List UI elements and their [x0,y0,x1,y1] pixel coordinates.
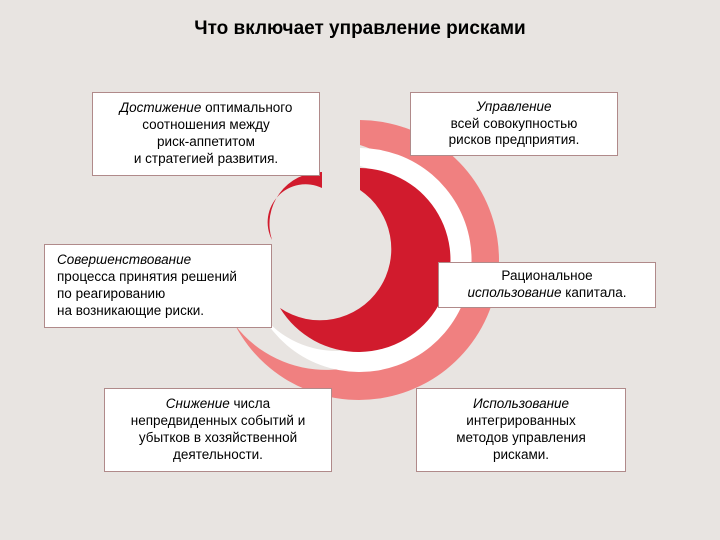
box-optimal-balance: Достижение оптимального соотношения межд… [92,92,320,176]
box-text: Совершенствование процесса принятия реше… [57,252,263,320]
box-text: Рациональное использование капитала. [447,268,647,302]
box-integrated-methods: Использование интегрированных методов уп… [416,388,626,472]
line: и стратегией развития. [134,151,278,166]
line: непредвиденных событий и [131,413,306,428]
rest: оптимального [201,100,292,115]
box-management: Управление всей совокупностью рисков пре… [410,92,618,156]
page-title: Что включает управление рисками [0,18,720,40]
box-text: Достижение оптимального соотношения межд… [101,100,311,168]
line: на возникающие риски. [57,303,204,318]
line: рисками. [493,447,549,462]
box-text: Управление всей совокупностью рисков пре… [419,99,609,150]
emph: Управление [476,99,551,114]
line: интегрированных [466,413,575,428]
emph: использование [468,285,562,300]
rest: числа [230,396,270,411]
line: убытков в хозяйственной [139,430,297,445]
line: рисков предприятия. [449,132,580,147]
emph: Использование [473,396,569,411]
emph: Снижение [166,396,230,411]
line: по реагированию [57,286,165,301]
line: соотношения между [142,117,269,132]
line: всей совокупностью [451,116,578,131]
box-rational-use: Рациональное использование капитала. [438,262,656,308]
rest: капитала. [561,285,626,300]
box-improvement: Совершенствование процесса принятия реше… [44,244,272,328]
emph: Достижение [120,100,202,115]
line: процесса принятия решений [57,269,237,284]
line: риск-аппетитом [157,134,255,149]
box-reduction: Снижение числа непредвиденных событий и … [104,388,332,472]
line: методов управления [456,430,586,445]
line: Рациональное [501,268,592,283]
box-text: Снижение числа непредвиденных событий и … [113,396,323,464]
box-text: Использование интегрированных методов уп… [425,396,617,464]
emph: Совершенствование [57,252,191,267]
line: деятельности. [173,447,263,462]
